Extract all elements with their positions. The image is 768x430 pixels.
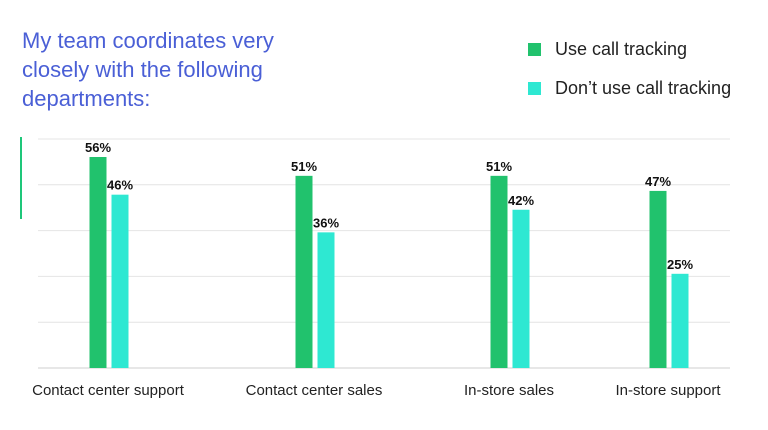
bar-dont-use-3 <box>671 273 689 368</box>
data-label-dont-use-0: 46% <box>107 178 133 193</box>
legend-item-use-call-tracking: Use call tracking <box>528 38 764 60</box>
chart-title: My team coordinates very closely with th… <box>22 28 274 111</box>
legend: Use call tracking Don’t use call trackin… <box>528 38 764 116</box>
data-label-dont-use-2: 42% <box>508 193 534 208</box>
legend-swatch-use-call-tracking <box>528 42 541 56</box>
bar-dont-use-2 <box>512 209 530 368</box>
data-label-use-3: 47% <box>645 174 671 189</box>
bar-dont-use-0 <box>111 194 129 368</box>
category-label-2: In-store sales <box>464 382 554 399</box>
legend-label-use-call-tracking: Use call tracking <box>555 38 688 59</box>
data-label-dont-use-3: 25% <box>667 257 693 272</box>
accent-line <box>20 137 22 219</box>
category-label-3: In-store support <box>615 382 721 399</box>
bar-use-3 <box>649 190 667 368</box>
data-label-use-0: 56% <box>85 140 111 155</box>
bar-dont-use-1 <box>317 232 335 368</box>
legend-label-dont-use-call-tracking: Don’t use call tracking <box>555 77 732 98</box>
data-label-use-2: 51% <box>486 159 512 174</box>
legend-item-dont-use-call-tracking: Don’t use call tracking <box>528 77 764 99</box>
bar-use-0 <box>89 157 107 368</box>
data-label-use-1: 51% <box>291 159 317 174</box>
bar-use-2 <box>490 175 508 368</box>
bar-use-1 <box>295 175 313 368</box>
category-label-1: Contact center sales <box>246 382 383 399</box>
data-label-dont-use-1: 36% <box>313 215 339 230</box>
category-label-0: Contact center support <box>32 382 185 399</box>
legend-swatch-dont-use-call-tracking <box>528 81 541 95</box>
